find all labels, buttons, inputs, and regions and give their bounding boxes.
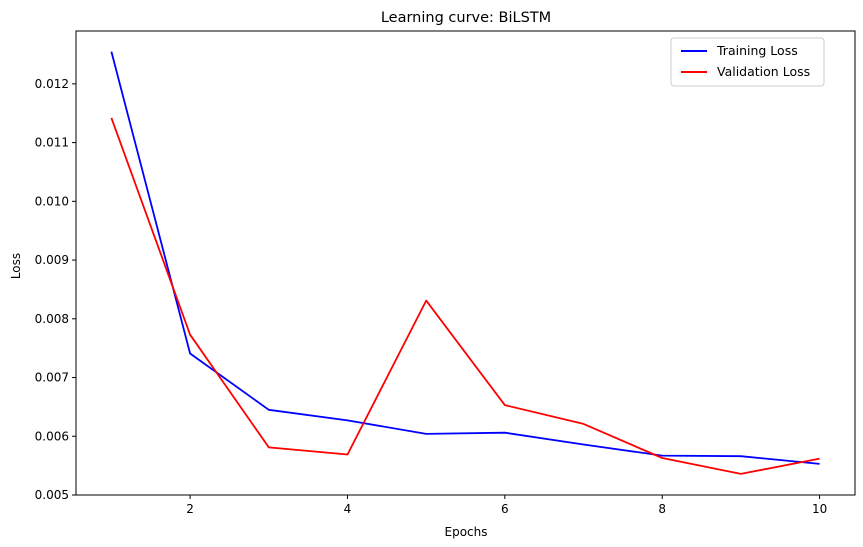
legend: Training Loss Validation Loss bbox=[670, 37, 825, 87]
y-tick-label: 0.005 bbox=[35, 488, 69, 502]
x-tick-label: 4 bbox=[344, 502, 352, 516]
plot-area: 2 4 6 8 10 0.005 0.006 0.007 0.008 0.009 0.010 0.01… bbox=[35, 30, 856, 516]
y-tick-label: 0.012 bbox=[35, 77, 69, 91]
x-tick-label: 2 bbox=[186, 502, 194, 516]
y-tick-label: 0.011 bbox=[35, 136, 69, 150]
y-tick-label: 0.010 bbox=[35, 194, 69, 208]
x-tick-label: 6 bbox=[501, 502, 509, 516]
plot-frame bbox=[75, 30, 856, 496]
training-loss-line bbox=[110, 51, 820, 465]
x-axis-label: Epochs bbox=[445, 525, 488, 539]
y-tick-label: 0.006 bbox=[35, 429, 69, 443]
legend-label-validation: Validation Loss bbox=[717, 64, 810, 79]
x-tick-label: 8 bbox=[658, 502, 666, 516]
legend-box bbox=[670, 37, 825, 87]
y-tick-label: 0.008 bbox=[35, 312, 69, 326]
y-axis-label: Loss bbox=[9, 253, 23, 279]
x-tick-label: 10 bbox=[812, 502, 827, 516]
validation-loss-line bbox=[110, 117, 820, 475]
legend-label-training: Training Loss bbox=[716, 43, 798, 58]
chart-title: Learning curve: BiLSTM bbox=[381, 10, 551, 26]
y-tick-label: 0.009 bbox=[35, 253, 69, 267]
y-tick-label: 0.007 bbox=[35, 371, 69, 385]
